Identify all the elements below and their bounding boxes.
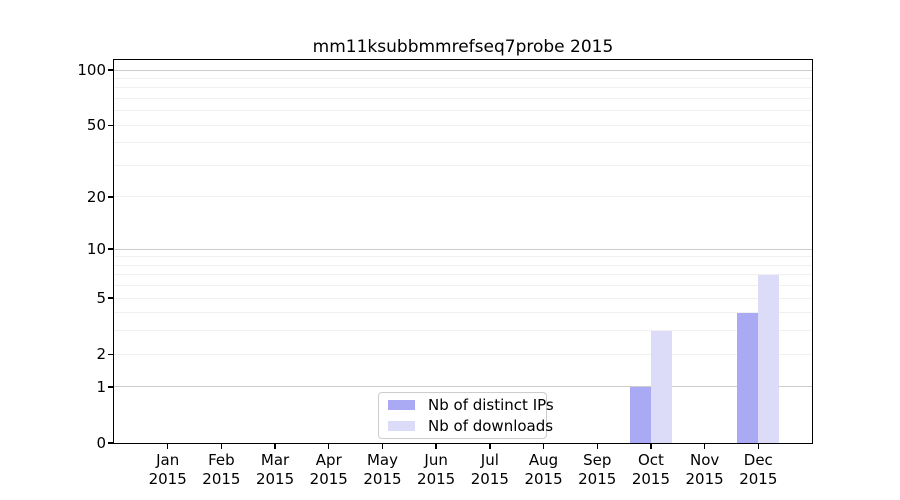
legend-swatch-downloads (388, 421, 415, 431)
y-tick-label: 0 (96, 434, 106, 452)
gridline (114, 97, 812, 99)
legend-swatch-distinct-ips (388, 400, 415, 410)
x-tick-label: Apr 2015 (309, 451, 348, 488)
x-tick-label: Dec 2015 (739, 451, 778, 488)
x-tick-label: Jul 2015 (470, 451, 509, 488)
x-tick-label: Jun 2015 (417, 451, 456, 488)
gridline (114, 330, 812, 332)
legend: Nb of distinct IPs Nb of downloads (378, 392, 554, 439)
x-tick (757, 443, 759, 449)
y-tick (108, 297, 114, 299)
x-tick (220, 443, 223, 449)
x-tick-label: Feb 2015 (202, 451, 241, 488)
bar-distinct-ips-oct (629, 386, 651, 443)
x-tick (274, 443, 276, 449)
gridline (114, 264, 812, 266)
gridline (114, 248, 812, 250)
legend-label-distinct-ips: Nb of distinct IPs (428, 396, 554, 414)
gridline (114, 312, 812, 314)
x-tick (381, 443, 384, 449)
x-tick-label: Oct 2015 (631, 451, 671, 488)
x-tick (435, 443, 437, 449)
y-tick (108, 69, 114, 71)
gridline (114, 164, 812, 166)
gridline (114, 353, 812, 355)
gridline (114, 196, 812, 198)
y-tick-label: 1 (96, 377, 106, 396)
x-tick (328, 443, 330, 449)
gridline (114, 87, 812, 89)
x-tick (650, 443, 652, 449)
x-tick (596, 443, 598, 449)
x-tick-label: Sep 2015 (578, 451, 617, 488)
y-tick-label: 20 (86, 187, 106, 206)
gridline (114, 274, 812, 276)
y-tick (108, 442, 114, 444)
gridline (114, 77, 812, 79)
gridline (114, 69, 812, 71)
gridline (114, 256, 812, 258)
x-tick-label: May 2015 (363, 451, 402, 488)
y-tick-label: 10 (86, 240, 106, 259)
y-tick-label: 5 (96, 289, 106, 308)
legend-item-distinct-ips: Nb of distinct IPs (388, 396, 554, 414)
y-tick (108, 196, 114, 198)
legend-item-downloads: Nb of downloads (388, 417, 553, 435)
gridline (114, 297, 812, 299)
gridline (114, 110, 812, 112)
y-tick (108, 124, 114, 126)
gridline (114, 285, 812, 287)
y-tick-label: 50 (86, 116, 106, 135)
bar-downloads-dec (758, 274, 780, 443)
bar-distinct-ips-dec (737, 312, 759, 443)
bar-downloads-oct (650, 330, 672, 443)
y-tick (108, 248, 114, 250)
legend-label-downloads: Nb of downloads (428, 417, 554, 435)
x-tick-label: Aug 2015 (524, 451, 563, 488)
x-tick (703, 443, 706, 449)
y-tick-label: 2 (96, 345, 106, 364)
y-tick-label: 100 (77, 61, 106, 79)
x-tick (166, 443, 169, 449)
x-tick (542, 443, 545, 449)
y-tick (108, 353, 114, 355)
gridline (114, 386, 812, 388)
x-tick-label: Nov 2015 (685, 451, 724, 488)
gridline (114, 124, 812, 126)
chart-title: mm11ksubbmmrefseq7probe 2015 (312, 37, 614, 57)
x-tick (489, 443, 491, 449)
x-tick-label: Jan 2015 (148, 451, 187, 488)
x-tick-label: Mar 2015 (255, 451, 295, 488)
gridline (114, 142, 812, 144)
y-tick (108, 386, 114, 388)
